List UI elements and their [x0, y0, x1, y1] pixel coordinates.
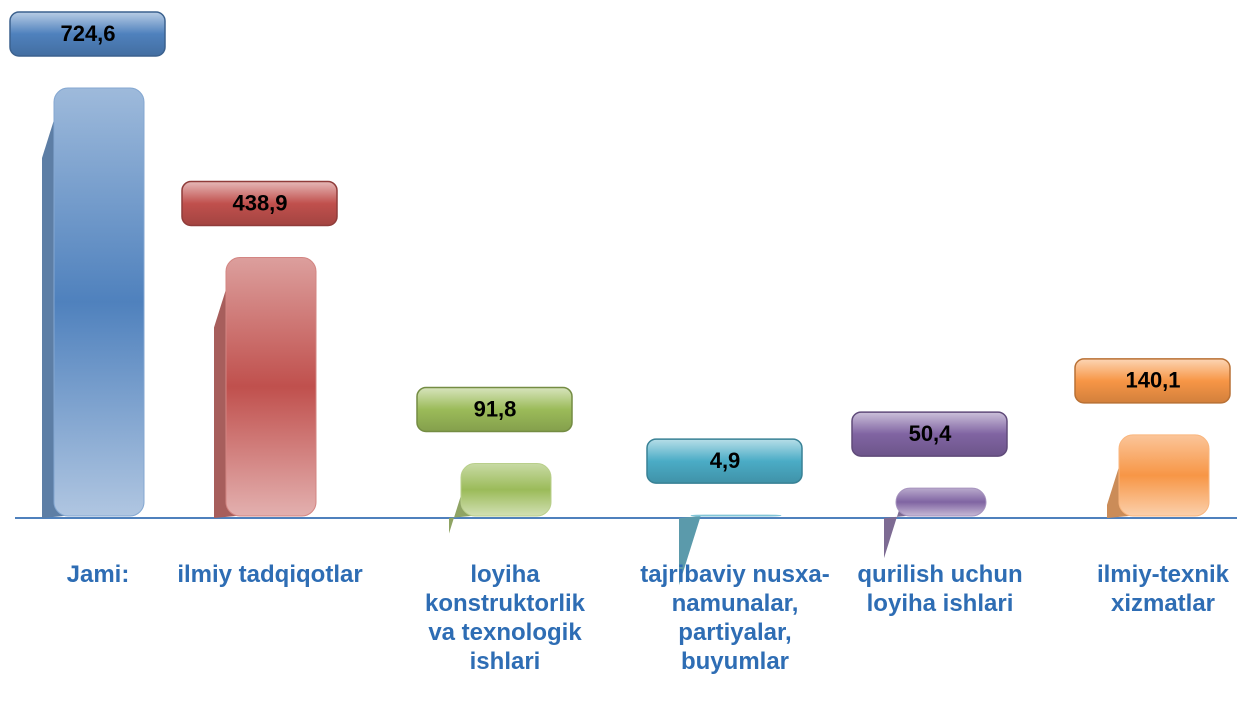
- value-label-box: [851, 411, 1008, 457]
- x-tick-label: tajribaviy nusxa-namunalar, partiyalar, …: [640, 561, 830, 675]
- x-tick-label: ilmiy tadqiqotlar: [177, 561, 363, 588]
- value-label: 724,6: [60, 21, 115, 46]
- bar-side: [449, 463, 471, 534]
- value-label: 4,9: [710, 448, 741, 473]
- x-tick-label: Jami:: [66, 561, 130, 588]
- bar: [225, 257, 317, 517]
- value-label-box: [181, 180, 338, 227]
- bar: [690, 514, 782, 517]
- value-label: 91,8: [474, 396, 517, 421]
- bar-side: [679, 515, 701, 586]
- value-label: 140,1: [1125, 368, 1180, 393]
- value-label: 438,9: [232, 190, 287, 215]
- x-tick-label: qurilish uchun loyiha ishlari: [857, 561, 1023, 617]
- x-tick-label: ilmiy-texnik xizmatlar: [1096, 561, 1230, 617]
- bar: [53, 87, 145, 517]
- value-label-box: [646, 438, 803, 484]
- bar: [460, 463, 552, 517]
- value-label: 50,4: [909, 421, 953, 446]
- value-label-box: [416, 386, 573, 433]
- value-label-box: [1074, 358, 1231, 404]
- value-label-box: [9, 11, 166, 57]
- x-tick-label: loyiha konstruktorlik va texnologik ishl…: [424, 561, 586, 675]
- bar: [895, 487, 987, 517]
- bar: [1118, 434, 1210, 517]
